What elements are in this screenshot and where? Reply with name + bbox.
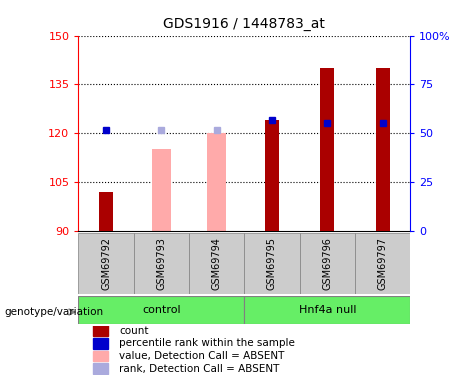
Text: count: count bbox=[119, 326, 148, 336]
Bar bbox=[320, 68, 334, 231]
Bar bbox=[93, 351, 108, 361]
Bar bbox=[355, 232, 410, 294]
Text: Hnf4a null: Hnf4a null bbox=[299, 305, 356, 315]
Text: rank, Detection Call = ABSENT: rank, Detection Call = ABSENT bbox=[119, 364, 279, 374]
Bar bbox=[78, 232, 134, 294]
Text: GSM69795: GSM69795 bbox=[267, 237, 277, 290]
Text: GSM69796: GSM69796 bbox=[322, 237, 332, 290]
Text: GSM69792: GSM69792 bbox=[101, 237, 111, 290]
Bar bbox=[99, 192, 113, 231]
Bar bbox=[93, 363, 108, 374]
Text: value, Detection Call = ABSENT: value, Detection Call = ABSENT bbox=[119, 351, 284, 361]
Bar bbox=[244, 232, 300, 294]
Bar bbox=[152, 149, 171, 231]
Text: GSM69797: GSM69797 bbox=[378, 237, 388, 290]
Text: genotype/variation: genotype/variation bbox=[5, 307, 104, 317]
Bar bbox=[244, 296, 410, 324]
Text: GDS1916 / 1448783_at: GDS1916 / 1448783_at bbox=[163, 17, 325, 32]
Text: GSM69793: GSM69793 bbox=[156, 237, 166, 290]
Text: percentile rank within the sample: percentile rank within the sample bbox=[119, 338, 295, 348]
Bar bbox=[134, 232, 189, 294]
Bar bbox=[78, 296, 244, 324]
Bar bbox=[300, 232, 355, 294]
Bar bbox=[93, 325, 108, 336]
Bar bbox=[93, 338, 108, 349]
Bar bbox=[376, 68, 390, 231]
Bar bbox=[265, 120, 279, 231]
Text: control: control bbox=[142, 305, 181, 315]
Text: GSM69794: GSM69794 bbox=[212, 237, 222, 290]
Bar bbox=[207, 133, 226, 231]
Bar bbox=[189, 232, 244, 294]
